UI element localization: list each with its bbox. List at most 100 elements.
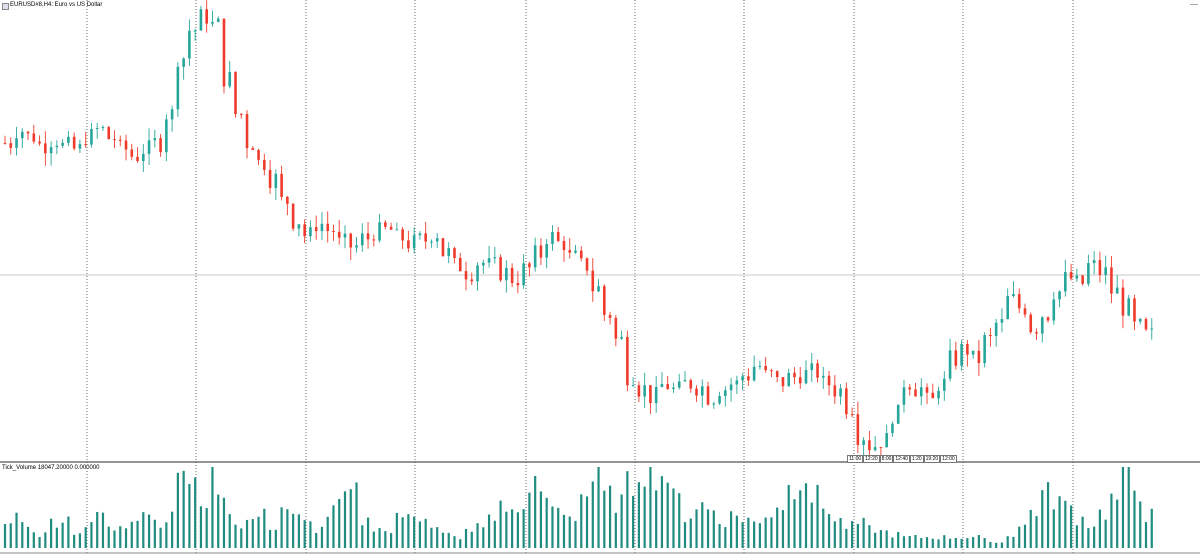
- volume-bar: [1035, 516, 1038, 548]
- volume-bar: [747, 517, 750, 548]
- candle-body: [827, 375, 831, 386]
- volume-bar: [3, 524, 7, 548]
- volume-bar: [326, 516, 329, 548]
- candle-body: [153, 138, 157, 141]
- candle-body: [672, 387, 675, 389]
- candle-body: [931, 392, 935, 399]
- candle-body: [159, 138, 162, 153]
- candle-body: [372, 239, 376, 241]
- volume-bar: [937, 539, 940, 548]
- volume-bar: [891, 537, 894, 548]
- volume-bar: [245, 519, 249, 548]
- volume-bar: [977, 535, 980, 548]
- candle-body: [666, 383, 670, 389]
- candle-body: [493, 257, 497, 259]
- volume-bar: [107, 526, 110, 548]
- candle-body: [603, 286, 606, 315]
- volume-bar: [701, 502, 704, 548]
- volume-bar: [960, 538, 963, 548]
- volume-bar: [534, 475, 537, 548]
- volume-bar: [459, 539, 462, 548]
- time-tick: 1:20: [909, 455, 924, 463]
- candle-body: [211, 21, 214, 24]
- candle-body: [487, 258, 491, 263]
- volume-bar: [983, 538, 986, 548]
- candle-body: [188, 30, 191, 59]
- candle-body: [412, 235, 416, 249]
- time-tick: 8:00: [879, 455, 894, 463]
- candle-body: [620, 336, 623, 339]
- candle-body: [833, 385, 837, 397]
- candle-body: [216, 18, 220, 22]
- candle-body: [700, 386, 704, 396]
- candle-body: [770, 370, 773, 372]
- candle-body: [441, 238, 445, 257]
- volume-bar: [764, 517, 767, 548]
- minimize-button[interactable]: [1190, 0, 1198, 5]
- volume-bar: [441, 532, 445, 548]
- volume-bar: [1081, 516, 1084, 548]
- volume-bar: [1023, 524, 1027, 548]
- volume-bar: [753, 521, 756, 548]
- candle-body: [61, 142, 64, 146]
- volume-bar: [1121, 467, 1125, 548]
- volume-bar: [591, 481, 594, 548]
- candle-body: [257, 149, 260, 160]
- volume-bar: [897, 531, 900, 548]
- volume-bar: [1075, 525, 1078, 548]
- volume-bar: [689, 518, 692, 548]
- candle-body: [401, 229, 404, 241]
- volume-bar: [1052, 509, 1055, 548]
- volume-bar: [476, 523, 479, 548]
- volume-bar: [84, 527, 87, 548]
- candle-body: [245, 114, 249, 149]
- candle-body: [752, 366, 756, 381]
- volume-bar: [706, 509, 710, 548]
- volume-bar: [574, 520, 577, 548]
- candle-body: [879, 447, 883, 449]
- time-tick: 12:00: [940, 455, 957, 463]
- volume-bar: [222, 497, 226, 548]
- volume-bar: [539, 491, 543, 548]
- volume-bar: [303, 520, 306, 548]
- volume-bar: [15, 512, 18, 548]
- volume-bar: [268, 529, 272, 548]
- candle-body: [389, 226, 393, 230]
- candle-body: [862, 440, 865, 446]
- candle-body: [677, 381, 681, 388]
- candle-body: [1046, 317, 1050, 321]
- candle-body: [239, 113, 243, 115]
- candle-body: [274, 173, 278, 189]
- candle-body: [689, 380, 693, 389]
- candle-body: [804, 370, 808, 384]
- candle-body: [741, 376, 744, 381]
- volume-bar: [453, 536, 456, 548]
- candle-body: [101, 127, 105, 129]
- candle-body: [49, 147, 53, 154]
- candle-body: [781, 377, 785, 387]
- candle-body: [268, 169, 272, 189]
- volume-bar: [228, 514, 231, 548]
- volume-bar: [758, 523, 762, 548]
- candle-body: [309, 227, 312, 237]
- candle-body: [925, 387, 929, 393]
- volume-bar: [781, 510, 785, 548]
- volume-bar: [165, 522, 168, 548]
- volume-bar: [643, 486, 646, 548]
- volume-bar: [666, 482, 669, 548]
- volume-bar: [274, 529, 277, 548]
- volume-bar: [787, 485, 790, 548]
- candle-body: [447, 248, 451, 257]
- volume-bar: [1029, 509, 1032, 548]
- candle-body: [977, 350, 981, 364]
- candle-body: [528, 263, 531, 268]
- candle-body: [95, 128, 99, 130]
- candle-body: [539, 245, 543, 258]
- candle-body: [366, 233, 370, 240]
- candle-body: [384, 222, 387, 227]
- candle-body: [505, 267, 508, 281]
- candle-body: [107, 127, 111, 140]
- candle-body: [966, 343, 969, 355]
- candle-body: [38, 141, 41, 144]
